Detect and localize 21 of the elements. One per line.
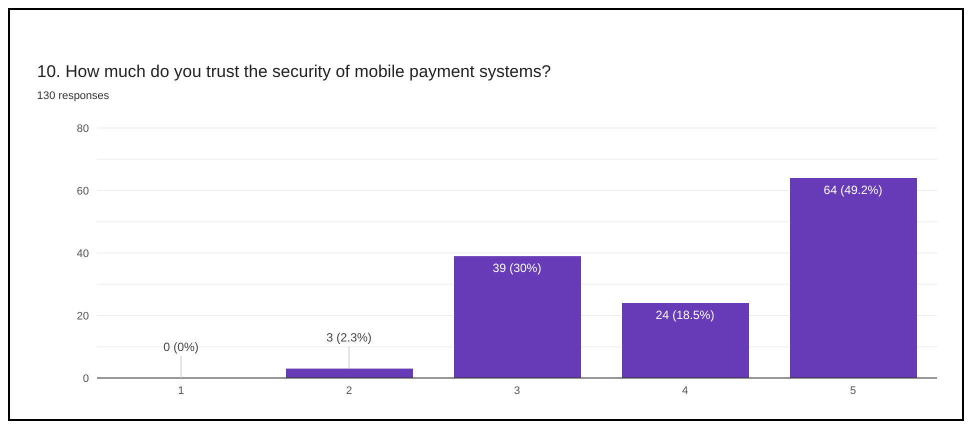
bar bbox=[286, 368, 413, 378]
y-tick-label: 0 bbox=[82, 372, 89, 385]
data-label: 39 (30%) bbox=[492, 261, 542, 276]
data-label: 0 (0%) bbox=[163, 340, 199, 354]
x-tick-label: 3 bbox=[514, 384, 520, 397]
chart-title: 10. How much do you trust the security of mobile payment systems? bbox=[37, 62, 552, 82]
y-tick-label: 60 bbox=[76, 185, 89, 198]
x-tick-label: 5 bbox=[850, 384, 856, 397]
bar bbox=[454, 256, 581, 378]
x-tick-label: 2 bbox=[346, 384, 352, 397]
y-tick-label: 40 bbox=[76, 248, 89, 260]
y-tick-label: 80 bbox=[76, 122, 89, 135]
bar bbox=[790, 178, 917, 378]
y-tick-label: 20 bbox=[76, 310, 89, 322]
x-tick-label: 1 bbox=[178, 384, 184, 397]
x-tick-label: 4 bbox=[682, 384, 688, 397]
data-label: 3 (2.3%) bbox=[326, 330, 372, 345]
chart-subtitle: 130 responses bbox=[37, 90, 110, 102]
data-label: 64 (49.2%) bbox=[824, 183, 882, 197]
data-label: 24 (18.5%) bbox=[656, 308, 714, 322]
bar bbox=[622, 303, 749, 378]
